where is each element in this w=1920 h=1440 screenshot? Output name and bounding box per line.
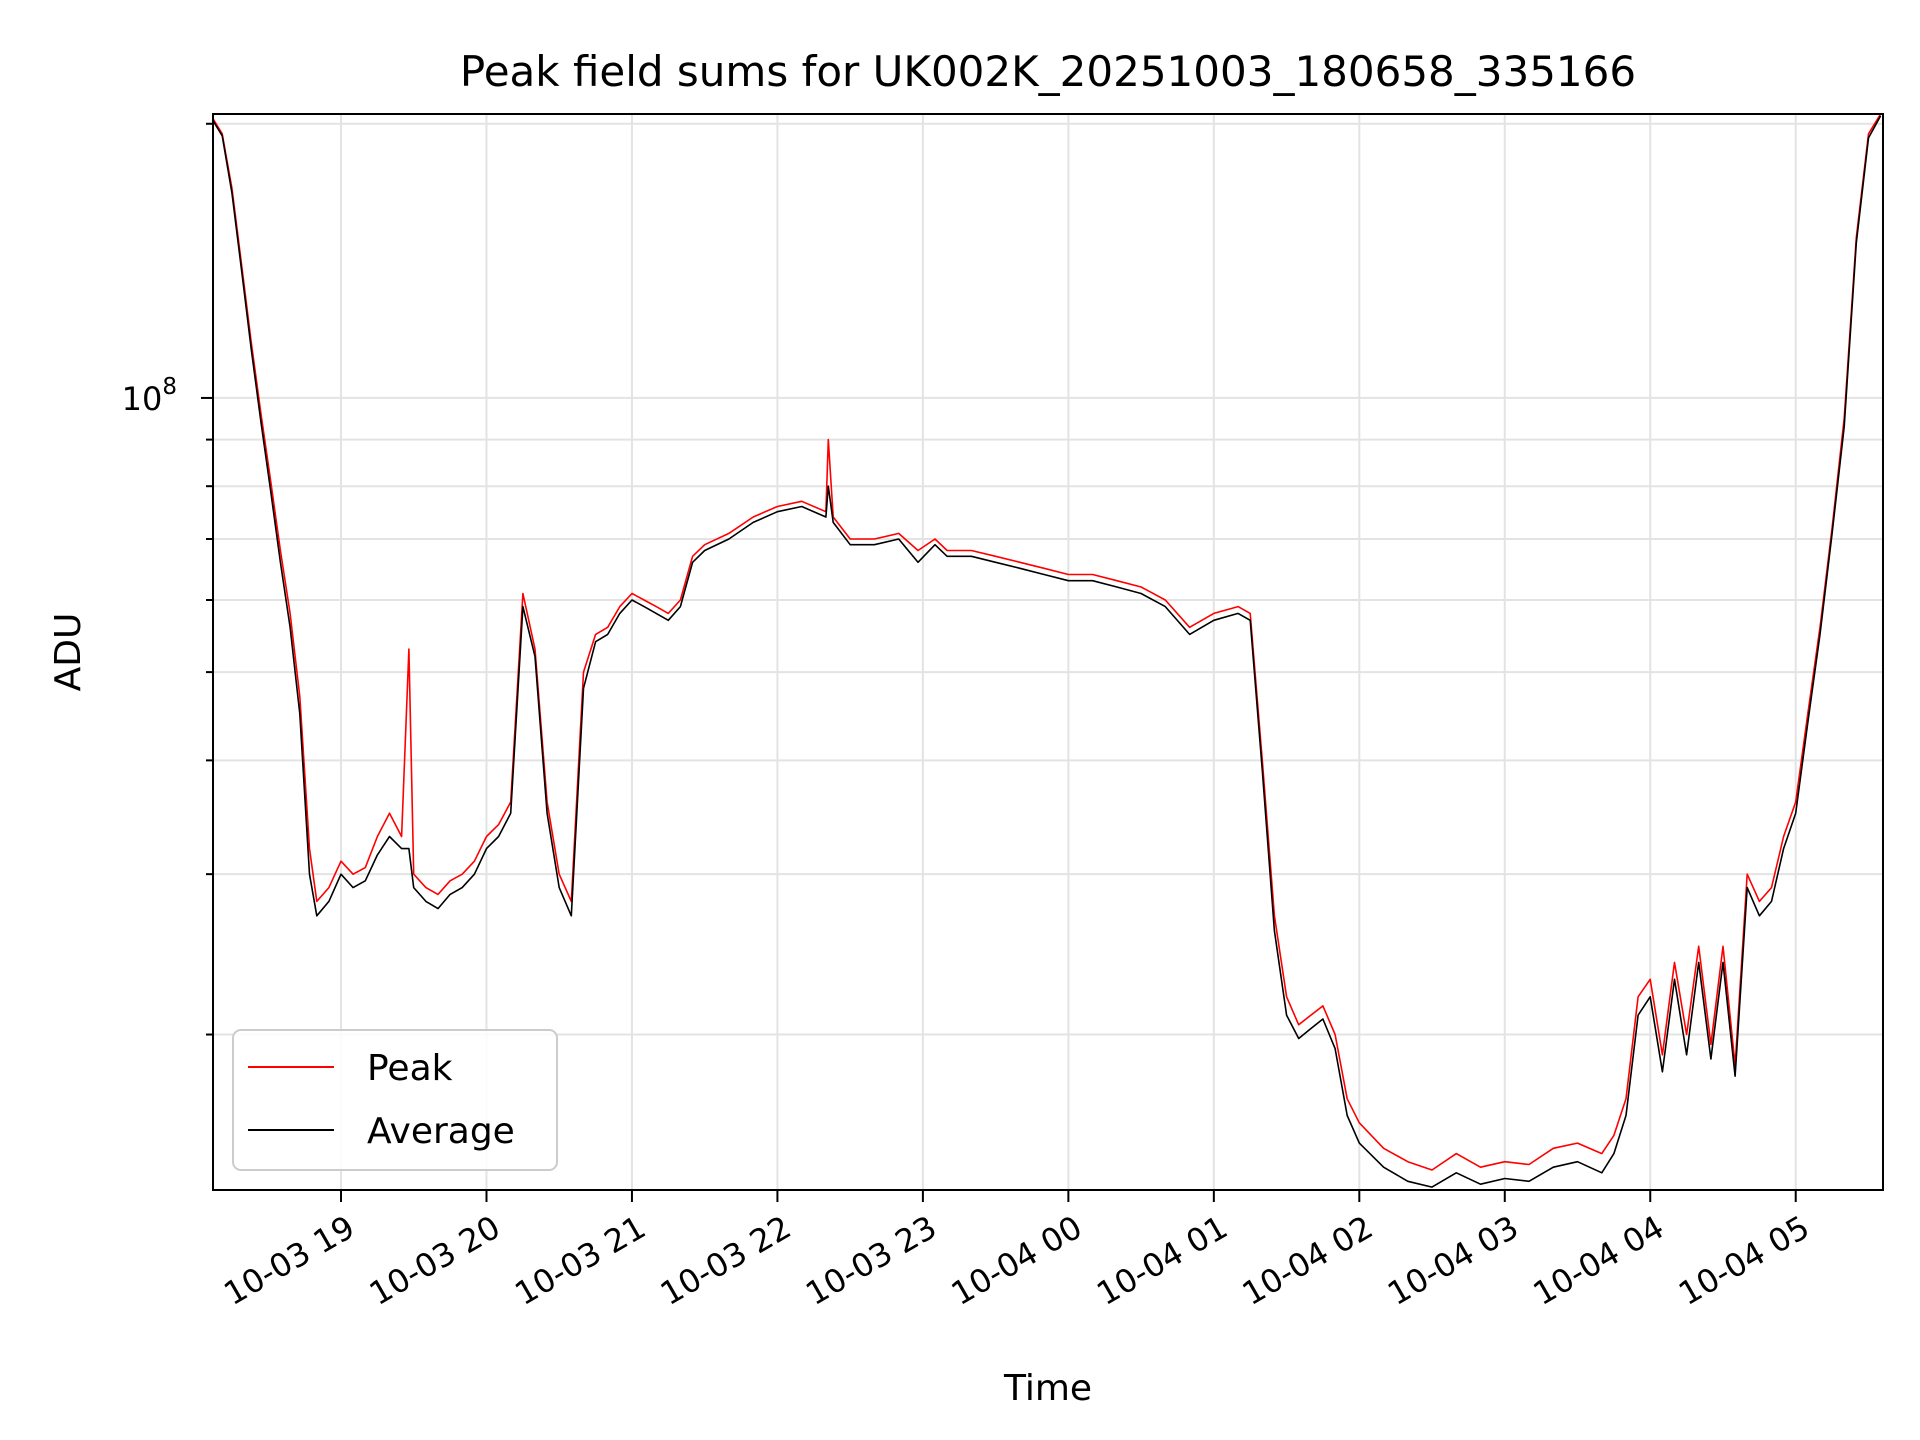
x-tick-label: 10-03 21	[508, 1208, 652, 1313]
x-tick-label: 10-04 01	[1090, 1208, 1234, 1313]
legend: Peak Average	[232, 1029, 558, 1171]
x-tick-label: 10-03 20	[363, 1208, 507, 1313]
plot-frame	[212, 113, 1884, 1191]
grid	[213, 114, 1883, 1190]
series-lines	[211, 113, 1882, 1188]
y-axis: 108	[122, 122, 213, 1036]
legend-label-peak: Peak	[367, 1048, 453, 1089]
x-tick-label: 10-03 22	[654, 1208, 798, 1313]
x-tick-label: 10-04 04	[1527, 1208, 1671, 1313]
x-tick-label: 10-04 05	[1672, 1208, 1816, 1313]
x-tick-label: 10-03 23	[799, 1208, 943, 1313]
y-tick-label: 108	[122, 374, 177, 418]
series-line-peak	[211, 113, 1882, 1171]
x-tick-label: 10-03 19	[217, 1208, 361, 1313]
chart-title: Peak field sums for UK002K_20251003_1806…	[460, 47, 1636, 96]
legend-label-average: Average	[367, 1111, 515, 1152]
x-tick-label: 10-04 03	[1381, 1208, 1525, 1313]
x-tick-label: 10-04 00	[945, 1208, 1089, 1313]
y-tick-label-base: 10	[122, 380, 163, 418]
x-tick-label: 10-04 02	[1236, 1208, 1380, 1313]
x-axis-label: Time	[1003, 1368, 1092, 1409]
series-line-average	[211, 115, 1882, 1188]
y-axis-label: ADU	[48, 613, 89, 692]
legend-box	[232, 1029, 558, 1171]
x-axis: 10-03 19 10-03 20 10-03 21 10-03 22 10-03 23…	[217, 1190, 1816, 1313]
y-tick-label-exponent: 8	[162, 374, 177, 400]
